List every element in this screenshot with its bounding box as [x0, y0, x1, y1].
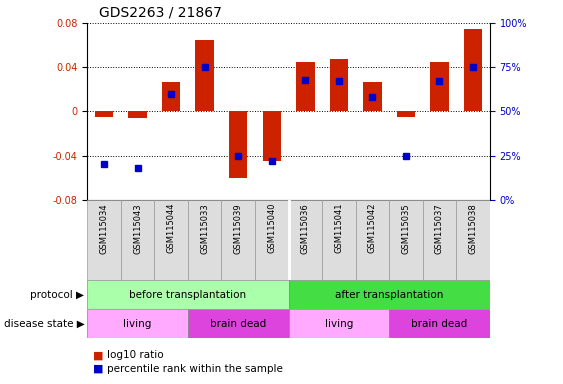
Bar [289, 280, 490, 309]
Bar [87, 309, 188, 338]
Text: brain dead: brain dead [210, 318, 266, 329]
Text: GSM115042: GSM115042 [368, 203, 377, 253]
Text: GSM115044: GSM115044 [167, 203, 176, 253]
Text: before transplantation: before transplantation [129, 290, 247, 300]
Text: GSM115034: GSM115034 [100, 203, 109, 253]
Text: log10 ratio: log10 ratio [107, 350, 164, 360]
Text: brain dead: brain dead [412, 318, 468, 329]
Text: disease state ▶: disease state ▶ [4, 318, 84, 329]
Bar [389, 309, 490, 338]
Bar [356, 200, 389, 280]
Bar [397, 111, 415, 117]
Text: GSM115033: GSM115033 [200, 203, 209, 254]
Bar [255, 200, 289, 280]
Bar [154, 200, 188, 280]
Text: GSM115035: GSM115035 [401, 203, 410, 253]
Bar [389, 200, 423, 280]
Text: living: living [325, 318, 353, 329]
Bar [229, 111, 248, 178]
Bar [188, 309, 289, 338]
Bar [87, 200, 121, 280]
Text: GSM115037: GSM115037 [435, 203, 444, 254]
Bar [464, 28, 482, 111]
Bar [289, 309, 389, 338]
Text: percentile rank within the sample: percentile rank within the sample [107, 364, 283, 374]
Text: after transplantation: after transplantation [335, 290, 443, 300]
Bar [195, 40, 214, 111]
Bar [221, 200, 255, 280]
Text: GSM115043: GSM115043 [133, 203, 142, 253]
Bar [262, 111, 281, 161]
Text: GSM115036: GSM115036 [301, 203, 310, 254]
Bar [128, 111, 147, 118]
Text: GSM115039: GSM115039 [234, 203, 243, 253]
Bar [162, 81, 180, 111]
Bar [87, 280, 289, 309]
Bar [329, 60, 348, 111]
Bar [456, 200, 490, 280]
Bar [289, 200, 322, 280]
Text: ■: ■ [93, 350, 104, 360]
Text: GSM115038: GSM115038 [468, 203, 477, 254]
Bar [430, 62, 449, 111]
Bar [322, 200, 356, 280]
Text: protocol ▶: protocol ▶ [30, 290, 84, 300]
Bar [121, 200, 154, 280]
Bar [423, 200, 456, 280]
Bar [363, 81, 382, 111]
Bar [296, 62, 315, 111]
Text: living: living [123, 318, 152, 329]
Bar [95, 111, 113, 117]
Text: GSM115040: GSM115040 [267, 203, 276, 253]
Text: GSM115041: GSM115041 [334, 203, 343, 253]
Bar [188, 200, 221, 280]
Text: ■: ■ [93, 364, 104, 374]
Text: GDS2263 / 21867: GDS2263 / 21867 [99, 5, 221, 19]
